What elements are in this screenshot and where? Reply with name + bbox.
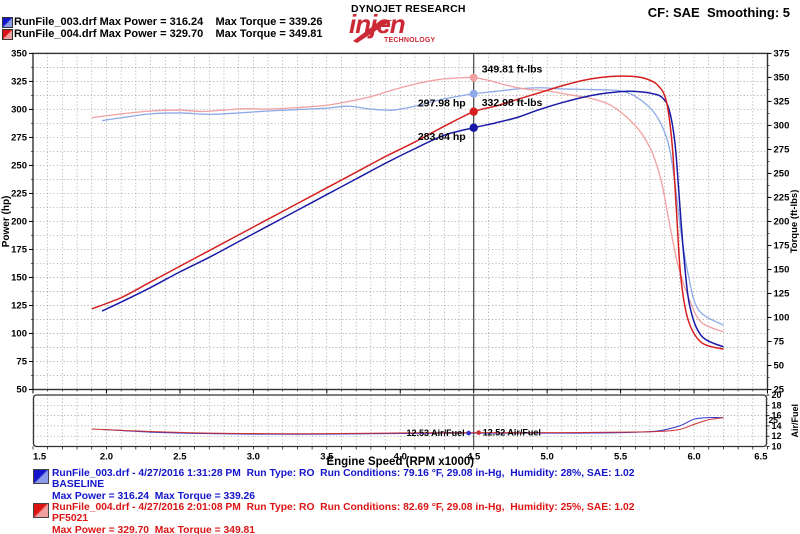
svg-text:Engine Speed (RPM x1000): Engine Speed (RPM x1000) xyxy=(326,456,474,468)
svg-text:50: 50 xyxy=(774,361,785,372)
svg-text:2.0: 2.0 xyxy=(100,452,113,463)
svg-text:225: 225 xyxy=(11,189,28,200)
svg-text:275: 275 xyxy=(774,145,791,156)
svg-text:350: 350 xyxy=(774,73,790,84)
svg-text:150: 150 xyxy=(11,273,27,284)
svg-text:350: 350 xyxy=(11,49,27,60)
svg-text:200: 200 xyxy=(11,217,27,228)
svg-text:Torque (ft-lbs): Torque (ft-lbs) xyxy=(789,190,800,254)
svg-text:349.81 ft-lbs: 349.81 ft-lbs xyxy=(482,64,543,76)
svg-text:2.5: 2.5 xyxy=(173,452,187,463)
svg-text:25: 25 xyxy=(769,415,779,425)
svg-text:125: 125 xyxy=(774,289,791,300)
svg-text:12: 12 xyxy=(772,431,782,441)
svg-text:300: 300 xyxy=(11,105,27,116)
svg-text:12.53 Air/Fuel: 12.53 Air/Fuel xyxy=(406,428,464,438)
svg-text:300: 300 xyxy=(774,121,790,132)
svg-text:Air/Fuel: Air/Fuel xyxy=(790,404,800,438)
svg-text:325: 325 xyxy=(11,77,28,88)
svg-text:5.5: 5.5 xyxy=(614,452,628,463)
svg-text:75: 75 xyxy=(774,337,785,348)
svg-text:Power (hp): Power (hp) xyxy=(1,196,12,248)
svg-text:225: 225 xyxy=(774,193,791,204)
svg-text:200: 200 xyxy=(774,217,790,228)
svg-text:10: 10 xyxy=(772,442,782,452)
svg-text:275: 275 xyxy=(11,133,28,144)
svg-text:325: 325 xyxy=(774,97,791,108)
svg-text:50: 50 xyxy=(16,385,27,396)
svg-text:150: 150 xyxy=(774,265,790,276)
svg-text:18: 18 xyxy=(772,400,782,410)
svg-text:6.0: 6.0 xyxy=(687,452,700,463)
svg-text:3.0: 3.0 xyxy=(247,452,260,463)
svg-text:175: 175 xyxy=(11,245,28,256)
svg-text:1.5: 1.5 xyxy=(33,452,47,463)
svg-text:100: 100 xyxy=(774,313,790,324)
svg-text:12.52 Air/Fuel: 12.52 Air/Fuel xyxy=(483,428,541,438)
svg-text:125: 125 xyxy=(11,301,28,312)
svg-text:250: 250 xyxy=(11,161,27,172)
svg-text:175: 175 xyxy=(774,241,791,252)
svg-text:332.98 ft-lbs: 332.98 ft-lbs xyxy=(482,97,543,109)
svg-text:100: 100 xyxy=(11,329,27,340)
svg-text:375: 375 xyxy=(774,49,791,60)
svg-text:5.0: 5.0 xyxy=(541,452,554,463)
svg-text:297.98 hp: 297.98 hp xyxy=(418,98,466,110)
svg-text:6.5: 6.5 xyxy=(754,452,768,463)
svg-text:283.64 hp: 283.64 hp xyxy=(418,131,466,143)
svg-text:75: 75 xyxy=(16,357,27,368)
svg-text:20: 20 xyxy=(772,390,782,400)
svg-text:250: 250 xyxy=(774,169,790,180)
